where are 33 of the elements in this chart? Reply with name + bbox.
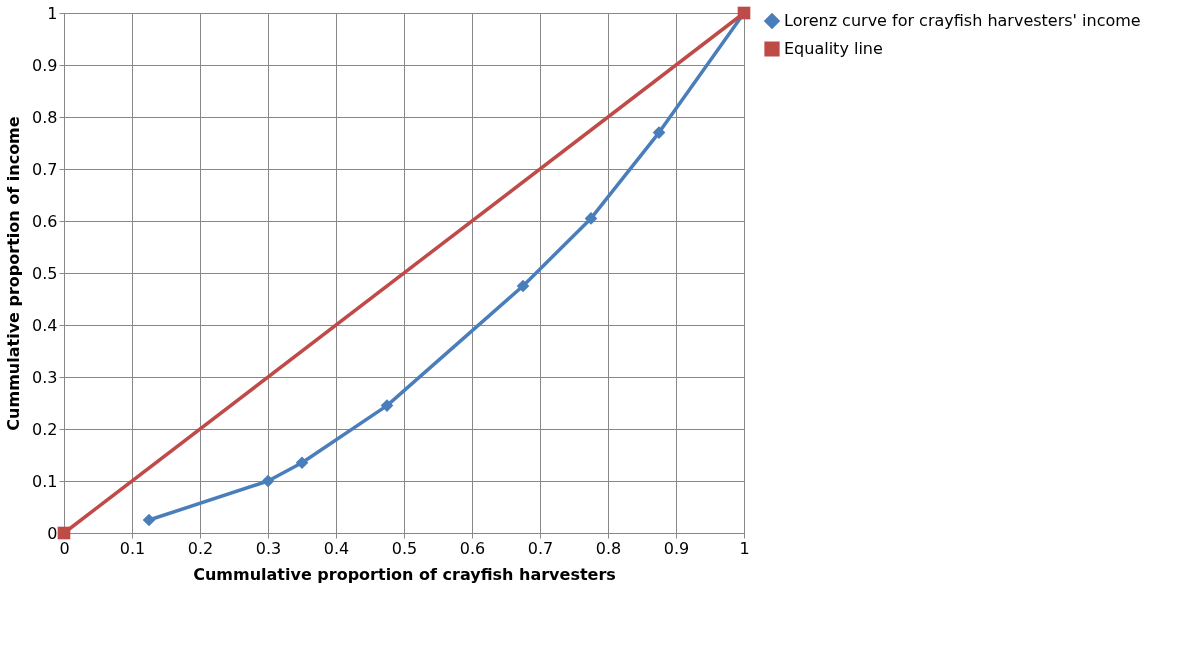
x-tick-label: 0.7 — [527, 538, 554, 558]
x-tick-label: 0.2 — [187, 538, 214, 558]
point — [380, 399, 394, 412]
y-tick-label: 0.7 — [32, 159, 58, 179]
point — [516, 279, 530, 293]
point — [584, 212, 598, 225]
y-tick-label: 0.9 — [32, 55, 58, 75]
legend-label: Lorenz curve for crayfish harvesters' income — [784, 11, 1141, 30]
x-tick-label: 0.3 — [255, 538, 282, 558]
point — [142, 513, 156, 527]
x-tick-label: 0.1 — [119, 538, 146, 558]
x-tick-label: 0.9 — [663, 538, 690, 558]
y-tick-label: 1 — [47, 3, 58, 23]
y-tick-label: 0.4 — [32, 315, 58, 335]
y-tick-label: 0.8 — [32, 107, 58, 127]
point — [261, 474, 275, 488]
x-tick-label: 0.6 — [459, 538, 486, 558]
x-axis-title: Cummulative proportion of crayfish harvesters — [193, 564, 616, 584]
y-axis-title: Cummulative proportion of income — [4, 116, 24, 431]
y-tick-label: 0.5 — [32, 263, 58, 283]
y-tick-label: 0.2 — [32, 419, 58, 439]
y-tick-label: 0 — [47, 523, 58, 543]
x-tick-label: 1 — [739, 538, 750, 558]
point — [652, 126, 666, 139]
y-tick-label: 0.1 — [32, 471, 58, 491]
legend-label: Equality line — [784, 39, 883, 58]
y-tick-label: 0.6 — [32, 211, 58, 231]
x-tick-label: 0.8 — [595, 538, 622, 558]
x-tick-label: 0.4 — [323, 538, 350, 558]
y-tick-label: 0.3 — [32, 367, 58, 387]
point — [57, 526, 71, 540]
x-tick-label: 0.5 — [391, 538, 418, 558]
point — [295, 456, 309, 470]
